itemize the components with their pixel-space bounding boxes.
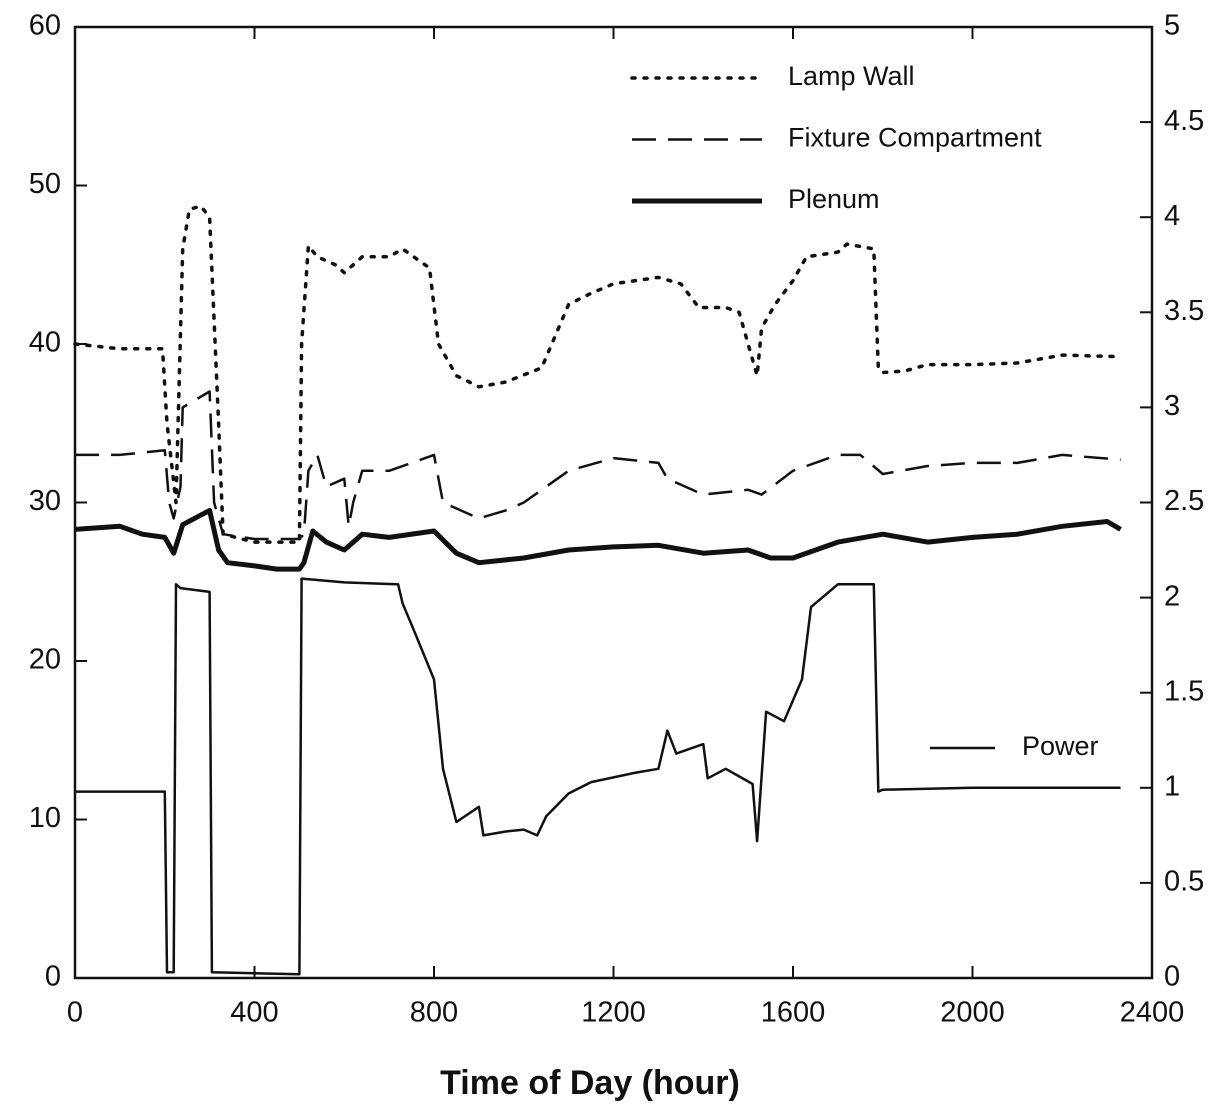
y2-tick-label: 2.5 bbox=[1164, 485, 1204, 517]
y2-tick-label: 2 bbox=[1164, 580, 1180, 612]
legend-label: Plenum bbox=[788, 184, 880, 214]
y2-tick-label: 0.5 bbox=[1164, 866, 1204, 898]
y-tick-label: 50 bbox=[29, 168, 61, 200]
y-tick-label: 30 bbox=[29, 485, 61, 517]
legend-label: Fixture Compartment bbox=[788, 123, 1042, 153]
x-axis-title: Time of Day (hour) bbox=[440, 1064, 740, 1102]
y2-tick-label: 0 bbox=[1164, 961, 1180, 993]
series-line bbox=[75, 577, 1121, 976]
y2-tick-label: 5 bbox=[1164, 10, 1180, 42]
y-tick-label: 60 bbox=[29, 10, 61, 42]
legend-label: Lamp Wall bbox=[788, 61, 915, 91]
y-tick-label: 20 bbox=[29, 644, 61, 676]
y2-tick-label: 4 bbox=[1164, 200, 1180, 232]
x-tick-label: 400 bbox=[230, 997, 278, 1029]
y-tick-label: 40 bbox=[29, 327, 61, 359]
x-tick-label: 800 bbox=[410, 997, 458, 1029]
plot-frame bbox=[73, 25, 1154, 980]
series-line bbox=[74, 507, 1122, 572]
series-line bbox=[75, 390, 1121, 541]
x-tick-label: 0 bbox=[67, 997, 83, 1029]
series-line bbox=[73, 204, 1123, 544]
y-tick-label: 10 bbox=[29, 802, 61, 834]
y-tick-label: 0 bbox=[45, 961, 61, 993]
y2-tick-label: 1.5 bbox=[1164, 675, 1204, 707]
x-tick-label: 1600 bbox=[761, 997, 826, 1029]
legend-label: Power bbox=[1022, 731, 1099, 761]
y2-tick-label: 1 bbox=[1164, 770, 1180, 802]
y2-tick-label: 3.5 bbox=[1164, 295, 1204, 327]
x-tick-label: 2400 bbox=[1120, 997, 1185, 1029]
y2-tick-label: 3 bbox=[1164, 390, 1180, 422]
y2-tick-label: 4.5 bbox=[1164, 105, 1204, 137]
x-tick-label: 1200 bbox=[581, 997, 646, 1029]
x-tick-label: 2000 bbox=[940, 997, 1005, 1029]
